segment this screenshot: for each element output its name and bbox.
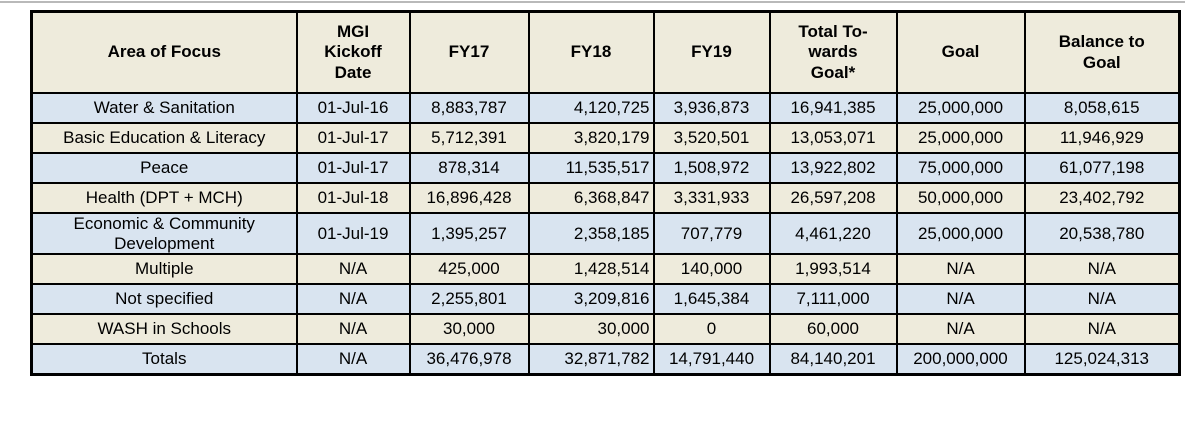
table-cell: 36,476,978 [408,343,530,376]
table-cell: 140,000 [652,253,771,286]
table-cell: 8,883,787 [408,92,530,124]
table-cell: 1,993,514 [768,253,898,286]
table-row-not-specified: Not specified N/A 2,255,801 3,209,816 1,… [30,283,1181,316]
header-cell-balance-to-goal: Balance to Goal [1023,10,1181,94]
table-cell: 7,111,000 [768,283,898,316]
header-cell-fy18: FY18 [527,10,655,94]
header-cell-mgi-kickoff-date: MGI Kickoff Date [295,10,411,94]
table-row-health: Health (DPT + MCH) 01-Jul-18 16,896,428 … [30,182,1181,214]
top-rule [0,1,1185,3]
table-cell: 13,053,071 [768,122,898,154]
table-cell: 13,922,802 [768,152,898,184]
table-cell: 23,402,792 [1023,182,1181,214]
table-cell: 01-Jul-19 [295,211,411,256]
table-cell: N/A [1023,253,1181,286]
row-label-cell: Water & Sanitation [30,92,298,124]
table-cell: 5,712,391 [408,122,530,154]
row-label-cell: Economic & Community Development [30,211,298,256]
table-cell: 4,120,725 [527,92,655,124]
row-label-cell: Totals [30,343,298,376]
row-label-cell: Not specified [30,283,298,316]
table-cell: 878,314 [408,152,530,184]
table-cell: 0 [652,313,771,346]
table-cell: 50,000,000 [895,182,1026,214]
table-cell: 2,358,185 [527,211,655,256]
header-cell-total-towards-goal: Total To- wards Goal* [768,10,898,94]
table-cell: 1,395,257 [408,211,530,256]
table-row-multiple: Multiple N/A 425,000 1,428,514 140,000 1… [30,253,1181,286]
table-cell: N/A [295,283,411,316]
table-cell: 01-Jul-16 [295,92,411,124]
table-cell: 425,000 [408,253,530,286]
table-cell: 25,000,000 [895,92,1026,124]
table-cell: 200,000,000 [895,343,1026,376]
table-cell: N/A [895,283,1026,316]
table-row-wash-in-schools: WASH in Schools N/A 30,000 30,000 0 60,0… [30,313,1181,346]
table-cell: 30,000 [408,313,530,346]
table-cell: N/A [1023,283,1181,316]
table-cell: 26,597,208 [768,182,898,214]
table-cell: 25,000,000 [895,122,1026,154]
table-cell: 01-Jul-17 [295,152,411,184]
table-row-economic-community: Economic & Community Development 01-Jul-… [30,211,1181,256]
table-row-peace: Peace 01-Jul-17 878,314 11,535,517 1,508… [30,152,1181,184]
table-cell: N/A [895,253,1026,286]
table-cell: 3,331,933 [652,182,771,214]
header-cell-goal: Goal [895,10,1026,94]
table-cell: N/A [295,343,411,376]
header-cell-fy17: FY17 [408,10,530,94]
table-cell: 61,077,198 [1023,152,1181,184]
table-cell: 3,520,501 [652,122,771,154]
table-cell: 11,946,929 [1023,122,1181,154]
table-cell: 1,645,384 [652,283,771,316]
table-cell: 11,535,517 [527,152,655,184]
table-cell: 25,000,000 [895,211,1026,256]
table-cell: 2,255,801 [408,283,530,316]
table-cell: 30,000 [527,313,655,346]
table-cell: 1,428,514 [527,253,655,286]
table-cell: 8,058,615 [1023,92,1181,124]
table-cell: 75,000,000 [895,152,1026,184]
table-cell: 3,936,873 [652,92,771,124]
table-cell: 01-Jul-18 [295,182,411,214]
table-cell: N/A [295,253,411,286]
table-row-totals: Totals N/A 36,476,978 32,871,782 14,791,… [30,343,1181,376]
row-label-cell: Health (DPT + MCH) [30,182,298,214]
table-cell: 16,896,428 [408,182,530,214]
table-cell: N/A [295,313,411,346]
row-label-cell: Peace [30,152,298,184]
header-cell-area-of-focus: Area of Focus [30,10,298,94]
table-cell: 125,024,313 [1023,343,1181,376]
table-cell: 3,209,816 [527,283,655,316]
table-cell: N/A [1023,313,1181,346]
header-cell-fy19: FY19 [652,10,771,94]
table-cell: 4,461,220 [768,211,898,256]
table-cell: 14,791,440 [652,343,771,376]
row-label-cell: WASH in Schools [30,313,298,346]
table-cell: 01-Jul-17 [295,122,411,154]
table-cell: 707,779 [652,211,771,256]
table-cell: 3,820,179 [527,122,655,154]
row-label-cell: Basic Education & Literacy [30,122,298,154]
row-label-cell: Multiple [30,253,298,286]
table-cell: 60,000 [768,313,898,346]
table-cell: N/A [895,313,1026,346]
table-cell: 1,508,972 [652,152,771,184]
table-cell: 32,871,782 [527,343,655,376]
table-cell: 20,538,780 [1023,211,1181,256]
table-row-water-sanitation: Water & Sanitation 01-Jul-16 8,883,787 4… [30,92,1181,124]
table-cell: 84,140,201 [768,343,898,376]
table-cell: 6,368,847 [527,182,655,214]
table-cell: 16,941,385 [768,92,898,124]
table-row-basic-education: Basic Education & Literacy 01-Jul-17 5,7… [30,122,1181,154]
goals-progress-table: Area of Focus MGI Kickoff Date FY17 FY18… [30,10,1181,377]
header-row: Area of Focus MGI Kickoff Date FY17 FY18… [30,10,1181,94]
